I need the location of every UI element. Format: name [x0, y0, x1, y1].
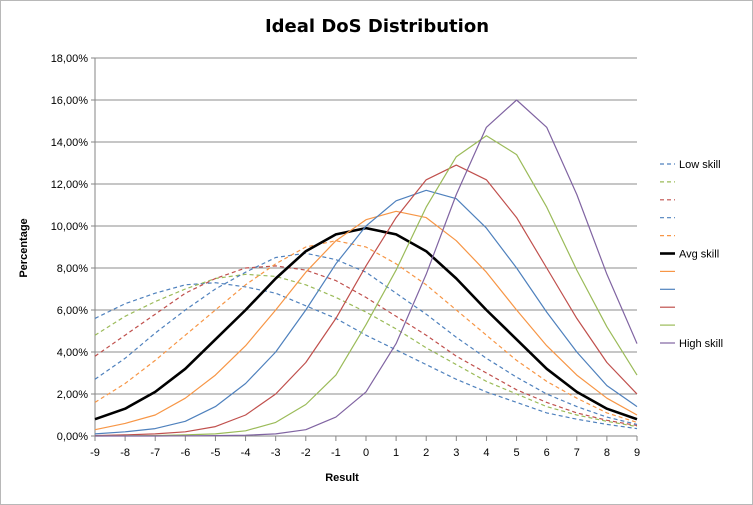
- x-axis-ticks: -9 -8 -7 -6 -5 -4 -3 -2 -1 0 1 2 3 4 5 6 7 8 9: [90, 436, 640, 459]
- series-line-7: [94, 189, 638, 435]
- y-tick-label: 6,00%: [57, 305, 88, 317]
- x-tick-label: -9: [90, 447, 100, 459]
- x-tick-label: -7: [150, 447, 160, 459]
- legend: Low skill Avg skill High skill: [660, 159, 723, 350]
- y-tick-label: 18,00%: [51, 53, 89, 65]
- x-tick-label: 5: [513, 447, 519, 459]
- x-tick-label: -8: [120, 447, 130, 459]
- series-line-5: [94, 226, 638, 421]
- series-line-3: [94, 252, 638, 425]
- series-line-9: [94, 135, 638, 437]
- x-axis-label: Result: [325, 472, 359, 484]
- x-tick-label: 9: [634, 447, 640, 459]
- y-tick-label: 0,00%: [57, 431, 88, 443]
- y-axis-ticks: 0,00% 2,00% 4,00% 6,00% 8,00% 10,00% 12,00% 14,…: [51, 53, 95, 443]
- x-tick-label: 2: [423, 447, 429, 459]
- x-tick-label: 4: [483, 447, 489, 459]
- x-tick-label: -6: [180, 447, 190, 459]
- series-line-10: [95, 99, 638, 437]
- x-tick-label: 3: [453, 447, 459, 459]
- y-tick-label: 2,00%: [57, 389, 88, 401]
- series-line-2: [94, 265, 638, 427]
- y-tick-label: 14,00%: [51, 137, 89, 149]
- x-tick-label: 8: [604, 447, 610, 459]
- series-line-8: [94, 164, 638, 437]
- x-tick-label: 6: [544, 447, 550, 459]
- series-line-0: [94, 282, 638, 430]
- x-tick-label: -2: [301, 447, 311, 459]
- chart-title: Ideal DoS Distribution: [265, 16, 489, 37]
- y-tick-label: 4,00%: [57, 347, 88, 359]
- y-tick-label: 10,00%: [51, 221, 89, 233]
- y-axis-label: Percentage: [18, 218, 30, 277]
- x-tick-label: 1: [393, 447, 399, 459]
- legend-label-0: Low skill: [679, 159, 721, 171]
- x-tick-label: -5: [211, 447, 221, 459]
- legend-label-5: Avg skill: [679, 249, 719, 261]
- series-line-4: [94, 240, 638, 423]
- x-tick-label: 0: [363, 447, 369, 459]
- legend-label-10: High skill: [679, 338, 723, 350]
- x-tick-label: -3: [271, 447, 281, 459]
- y-tick-label: 12,00%: [51, 179, 89, 191]
- y-tick-label: 8,00%: [57, 263, 88, 275]
- series-line-6: [94, 210, 638, 431]
- series-line-1: [94, 273, 638, 428]
- y-tick-label: 16,00%: [51, 95, 89, 107]
- series-lines: [94, 99, 638, 437]
- x-tick-label: -1: [331, 447, 341, 459]
- x-tick-label: -4: [241, 447, 251, 459]
- x-tick-label: 7: [574, 447, 580, 459]
